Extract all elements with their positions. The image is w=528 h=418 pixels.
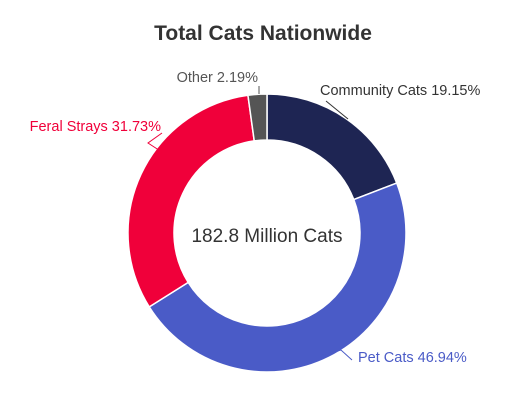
center-total-label: 182.8 Million Cats [191,226,342,247]
slice-label-other: Other 2.19% [177,70,259,86]
slices-group [127,93,407,373]
slice-labels-group: Community Cats 19.15% Pet Cats 46.94% Fera… [30,70,481,366]
leader-line-feral-strays [147,132,169,157]
slice-label-pet-cats: Pet Cats 46.94% [358,350,467,366]
chart-title: Total Cats Nationwide [154,22,372,45]
leader-line-pet-cats [319,349,353,361]
slice-other [247,93,268,142]
slice-community-cats [266,93,398,201]
slice-label-feral-strays: Feral Strays 31.73% [30,119,161,135]
leader-line-community-cats [325,100,349,120]
slice-label-community-cats: Community Cats 19.15% [320,83,480,99]
slice-feral-strays [127,94,256,308]
slice-pet-cats [148,182,407,373]
